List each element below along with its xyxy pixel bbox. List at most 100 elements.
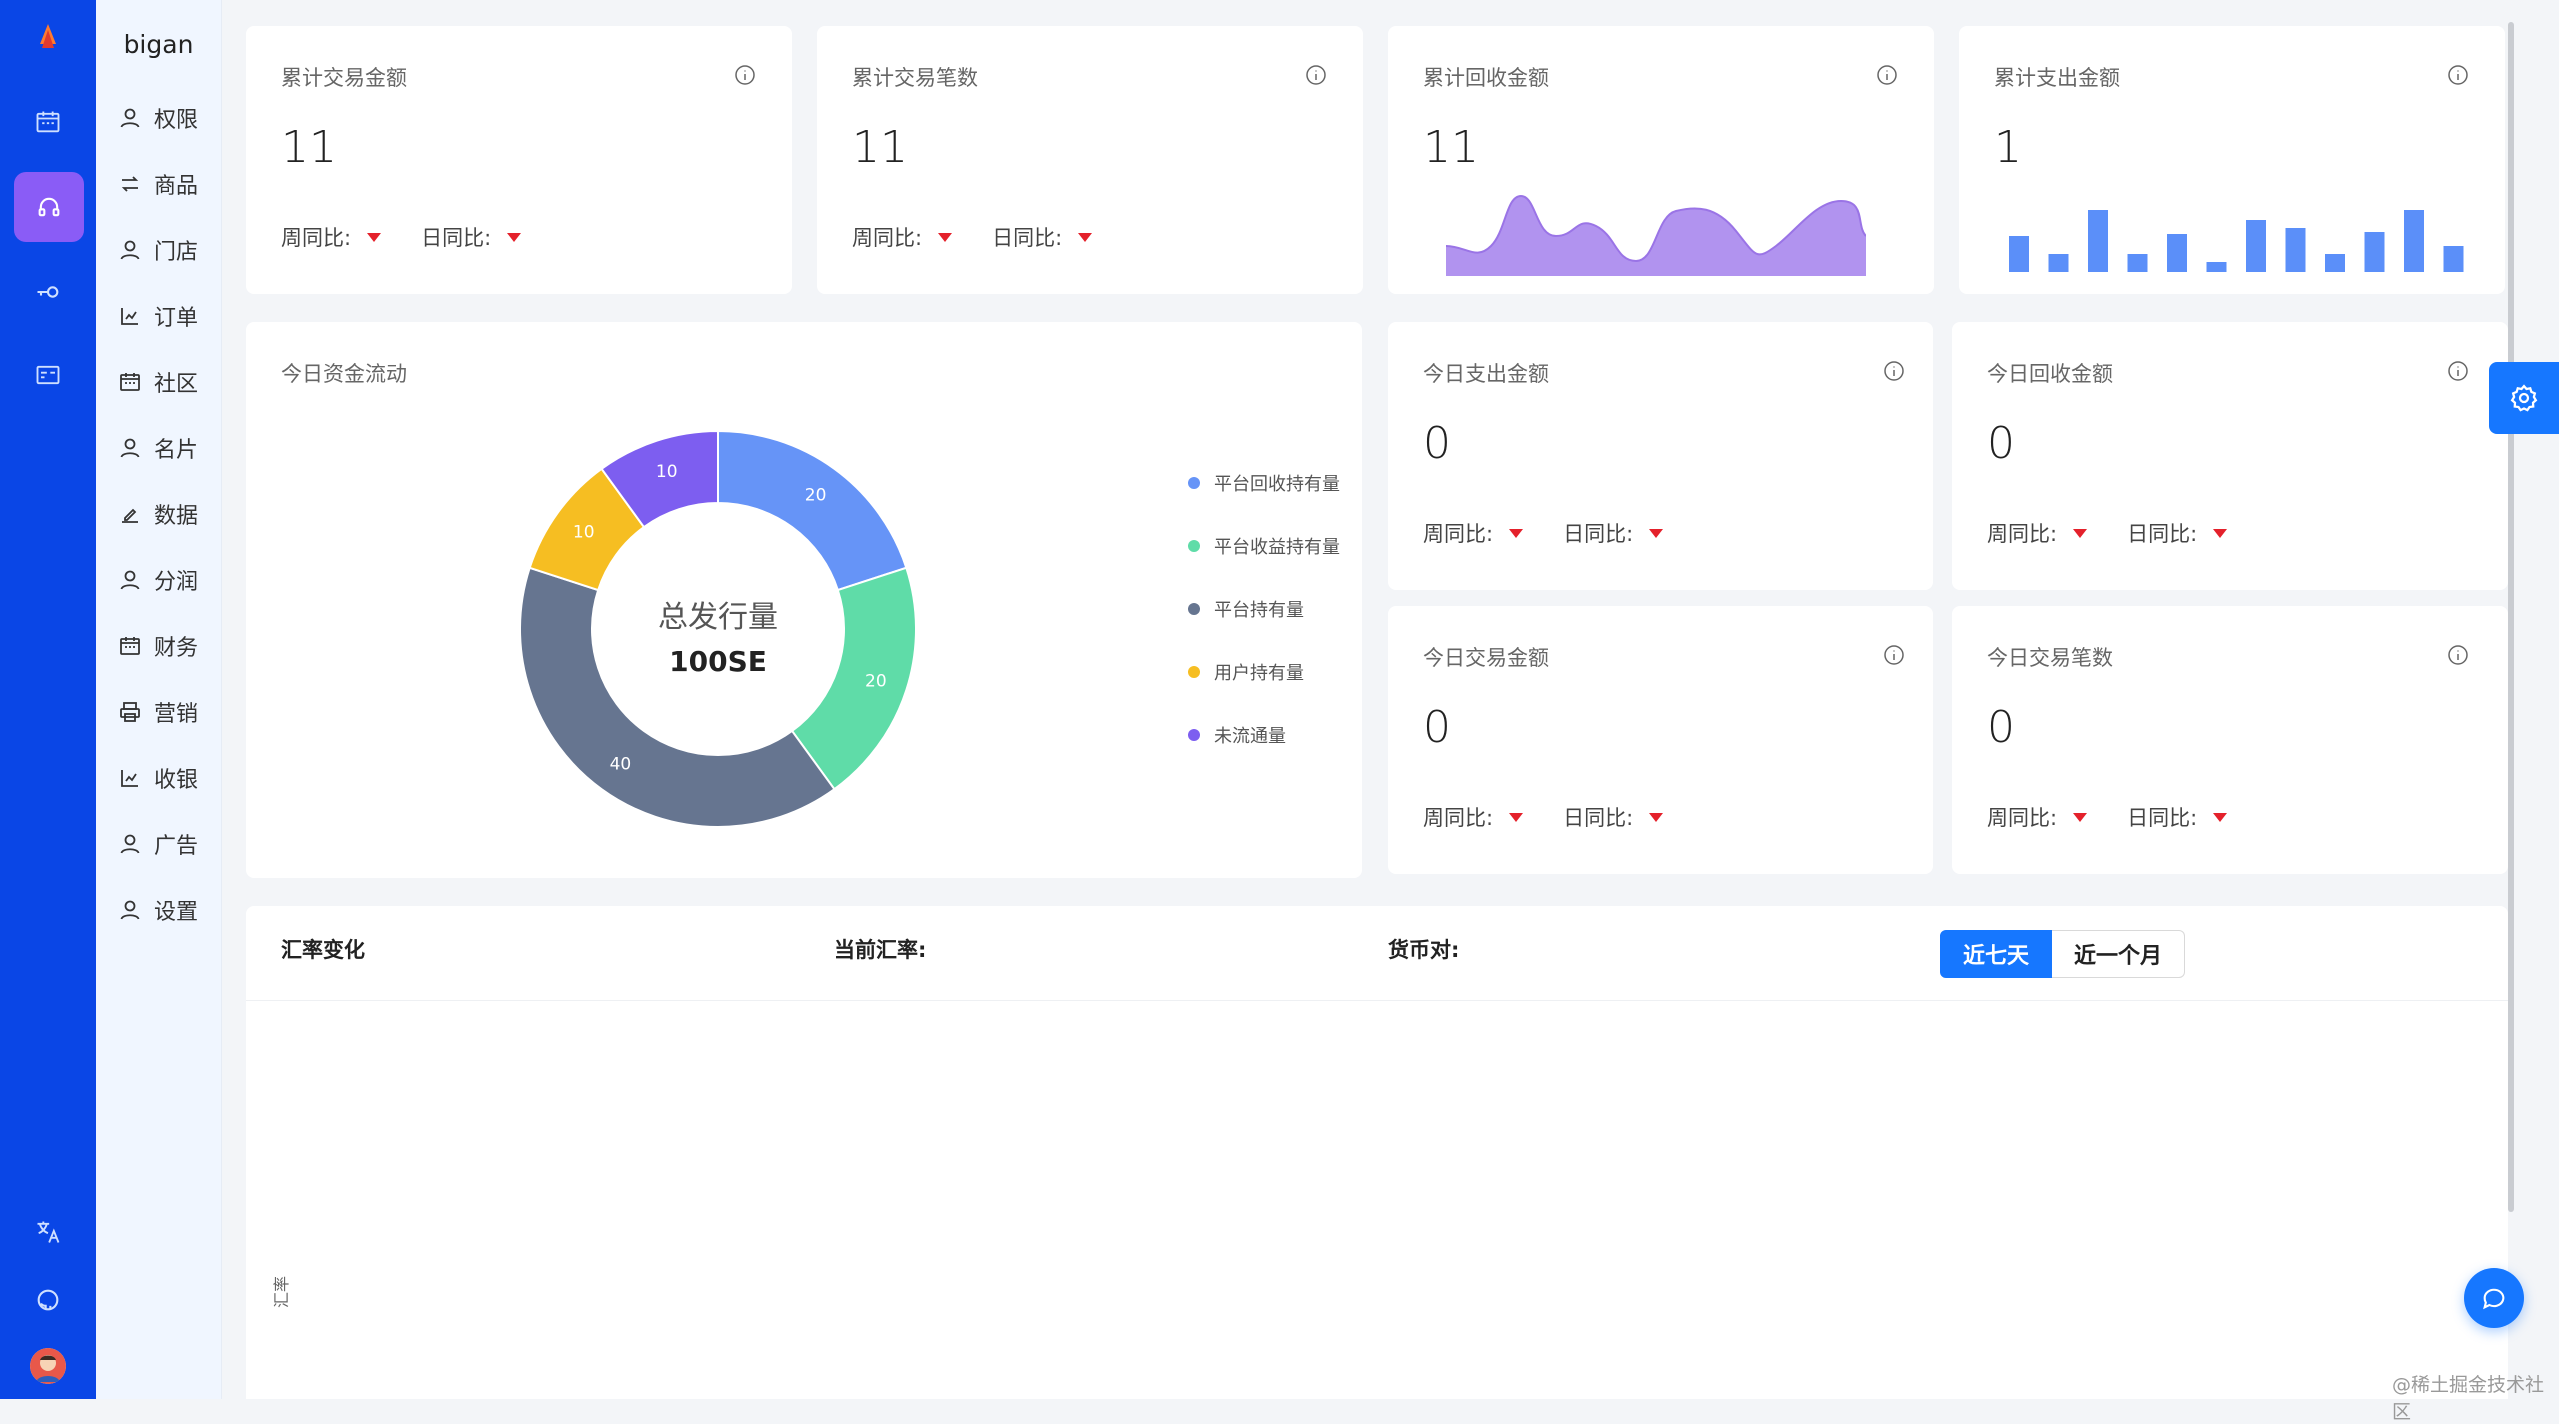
- menu-item[interactable]: 财务: [118, 626, 198, 666]
- menu-item[interactable]: 商品: [118, 164, 198, 204]
- rail-id-card-icon[interactable]: [18, 345, 78, 405]
- stat-title: 累计支出金额: [1994, 66, 2120, 90]
- rail-headset-icon[interactable]: [14, 172, 84, 242]
- bar: [2325, 254, 2345, 272]
- chart-icon: [121, 770, 138, 787]
- chat-icon: [2483, 1288, 2505, 1310]
- legend-label: 平台收益持有量: [1214, 537, 1340, 558]
- current-rate-label: 当前汇率:: [834, 938, 927, 962]
- info-icon[interactable]: [2447, 644, 2469, 666]
- down-arrow-icon: [367, 232, 382, 242]
- down-arrow-icon: [2213, 812, 2228, 822]
- legend-dot: [1188, 477, 1200, 489]
- logo-icon[interactable]: [32, 20, 64, 52]
- donut-slice[interactable]: [600, 429, 719, 529]
- slice-value-label: 10: [656, 462, 678, 482]
- info-icon[interactable]: [1876, 64, 1898, 86]
- bar: [2404, 210, 2424, 272]
- chart-axis-label: 汇率: [272, 1275, 291, 1308]
- today-stat-card: 今日交易笔数 0 周同比: 日同比:: [1952, 606, 2508, 874]
- rail-calendar-icon[interactable]: [18, 92, 78, 152]
- info-icon[interactable]: [2447, 360, 2469, 382]
- icon-rail: [0, 0, 96, 1399]
- menu-item[interactable]: 设置: [118, 890, 198, 930]
- github-icon[interactable]: [18, 1270, 78, 1330]
- legend-item[interactable]: 用户持有量: [1188, 659, 1304, 685]
- donut-center-title: 总发行量: [658, 600, 778, 635]
- menu-item-label: 分润: [154, 570, 199, 595]
- legend-item[interactable]: 未流通量: [1188, 722, 1286, 748]
- one-month-button[interactable]: 近一个月: [2052, 930, 2186, 978]
- stat-value: 11: [281, 122, 337, 173]
- menu-item-label: 名片: [154, 438, 199, 463]
- compare-row: 周同比: 日同比:: [852, 222, 1132, 252]
- info-icon[interactable]: [1883, 360, 1905, 382]
- rail-key-icon[interactable]: [18, 262, 78, 322]
- menu-item[interactable]: 订单: [118, 296, 198, 336]
- menu-item[interactable]: 数据: [118, 494, 198, 534]
- bar: [2364, 232, 2385, 272]
- stat-card: 累计交易笔数 11 周同比: 日同比:: [817, 26, 1363, 294]
- stat-value: 0: [1423, 418, 1451, 469]
- stat-value: 11: [1423, 122, 1479, 173]
- bar-sparkline: [2009, 210, 2464, 272]
- menu-item-label: 门店: [154, 240, 199, 265]
- bar: [2285, 228, 2306, 272]
- today-stat-card: 今日回收金额 0 周同比: 日同比:: [1952, 322, 2508, 590]
- day-compare-label: 日同比:: [2127, 522, 2198, 546]
- avatar[interactable]: [30, 1348, 66, 1384]
- info-icon[interactable]: [734, 64, 756, 86]
- menu-item[interactable]: 权限: [118, 98, 198, 138]
- week-compare-label: 周同比:: [1987, 522, 2058, 546]
- scrollbar[interactable]: [2508, 22, 2514, 1212]
- menu-item[interactable]: 营销: [118, 692, 198, 732]
- info-icon[interactable]: [1883, 644, 1905, 666]
- donut-chart: 20 20 40 10 10 总发行量 100SE: [519, 429, 917, 828]
- bar: [2048, 254, 2069, 272]
- down-arrow-icon: [1509, 812, 1524, 822]
- legend-dot: [1188, 729, 1200, 741]
- week-compare-label: 周同比:: [281, 226, 352, 250]
- exchange-rate-card: 汇率变化 当前汇率: 货币对: 汇率: [246, 906, 2508, 1399]
- menu-item-label: 商品: [154, 174, 199, 199]
- legend-item[interactable]: 平台回收持有量: [1188, 470, 1340, 496]
- bar: [2206, 262, 2227, 272]
- menu-item-label: 社区: [154, 372, 199, 397]
- day-compare-label: 日同比:: [1563, 806, 1634, 830]
- chat-button[interactable]: [2464, 1268, 2524, 1328]
- legend-label: 用户持有量: [1214, 663, 1304, 684]
- menu-item[interactable]: 社区: [118, 362, 198, 402]
- menu-item[interactable]: 收银: [118, 758, 198, 798]
- stat-title: 今日回收金额: [1987, 362, 2113, 386]
- translate-icon[interactable]: [18, 1202, 78, 1262]
- menu-item[interactable]: 名片: [118, 428, 198, 468]
- menu-item[interactable]: 门店: [118, 230, 198, 270]
- slice-value-label: 10: [573, 522, 595, 542]
- edit-icon: [122, 508, 138, 523]
- donut-slice[interactable]: [717, 429, 908, 592]
- menu-item[interactable]: 广告: [118, 824, 198, 864]
- brand-name: bigan: [123, 30, 194, 59]
- menu-item-label: 收银: [154, 768, 199, 793]
- gear-icon: [2510, 384, 2538, 412]
- settings-button[interactable]: [2489, 362, 2559, 434]
- down-arrow-icon: [2073, 528, 2088, 538]
- donut-slice[interactable]: [790, 566, 917, 791]
- info-icon[interactable]: [1305, 64, 1327, 86]
- area-sparkline: [1446, 194, 1866, 276]
- stat-card: 累计支出金额 1: [1959, 26, 2505, 294]
- legend-item[interactable]: 平台持有量: [1188, 596, 1304, 622]
- legend-item[interactable]: 平台收益持有量: [1188, 533, 1340, 559]
- donut-slice[interactable]: [519, 566, 836, 828]
- bar: [2167, 234, 2187, 272]
- bar: [2246, 220, 2266, 272]
- legend-label: 未流通量: [1214, 726, 1286, 747]
- info-icon[interactable]: [2447, 64, 2469, 86]
- menu-item-label: 广告: [154, 834, 199, 859]
- menu-item[interactable]: 分润: [118, 560, 198, 600]
- down-arrow-icon: [2073, 812, 2088, 822]
- user-icon: [120, 900, 140, 920]
- seven-days-button[interactable]: 近七天: [1940, 930, 2053, 978]
- calendar-icon: [120, 373, 140, 391]
- down-arrow-icon: [507, 232, 522, 242]
